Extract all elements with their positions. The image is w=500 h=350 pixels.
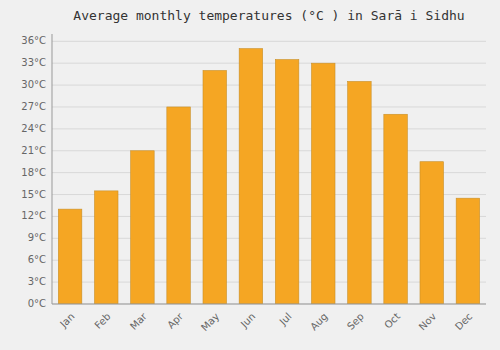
y-axis: 0°C 3°C 6°C 9°C 12°C 15°C 18°C 21°C 24°C 27°C 30°C… — [21, 34, 52, 309]
y-tick-label: 15°C — [21, 189, 46, 200]
y-tick-label: 21°C — [21, 145, 46, 156]
bars — [58, 49, 479, 304]
x-tick-label: Jul — [277, 311, 294, 328]
x-tick-label: Nov — [417, 311, 439, 333]
y-tick-label: 6°C — [28, 254, 46, 265]
bar — [167, 107, 191, 304]
x-tick-label: May — [199, 311, 221, 333]
x-tick-label: Dec — [453, 311, 474, 332]
bar — [384, 114, 408, 304]
y-axis-line — [52, 34, 53, 304]
grid-line — [52, 304, 486, 305]
bar — [239, 49, 263, 304]
y-tick-label: 18°C — [21, 167, 46, 178]
x-tick-label: Mar — [128, 310, 150, 332]
x-tick-label: Aug — [308, 311, 330, 333]
grid-line — [52, 128, 486, 129]
grid-line — [52, 63, 486, 64]
x-tick-label: Oct — [382, 311, 402, 331]
title: Average monthly temperatures (°C ) in Sa… — [73, 8, 464, 23]
y-tick-label: 30°C — [21, 79, 46, 90]
bar — [203, 70, 227, 304]
bar — [275, 60, 299, 304]
x-tick-label: Sep — [345, 311, 366, 332]
x-tick-label: Apr — [165, 310, 186, 331]
grid — [52, 41, 486, 304]
x-tick-label: Jan — [57, 311, 76, 330]
y-tick-label: 12°C — [21, 210, 46, 221]
bar — [348, 81, 372, 304]
bar — [311, 63, 335, 304]
bar — [420, 162, 444, 304]
grid-line — [52, 85, 486, 86]
y-tick-label: 24°C — [21, 123, 46, 134]
y-tick-label: 33°C — [21, 57, 46, 68]
y-tick-label: 9°C — [28, 232, 46, 243]
x-axis: Jan Feb Mar Apr May Jun Jul Aug Sep Oct Nov Dec — [52, 304, 486, 333]
chart-container: Average monthly temperatures (°C ) in Sa… — [0, 0, 500, 350]
y-tick-label: 27°C — [21, 101, 46, 112]
y-tick-label: 0°C — [28, 298, 46, 309]
grid-line — [52, 106, 486, 107]
bar — [131, 151, 155, 304]
y-tick-label: 3°C — [28, 276, 46, 287]
x-tick-label: Jun — [238, 311, 258, 331]
bar — [94, 191, 118, 304]
y-tick-label: 36°C — [21, 35, 46, 46]
bar — [456, 198, 480, 304]
x-axis-line — [52, 304, 486, 305]
bar — [58, 209, 82, 304]
chart-svg: Average monthly temperatures (°C ) in Sa… — [0, 0, 500, 350]
x-tick-label: Feb — [92, 311, 112, 331]
grid-line — [52, 150, 486, 151]
grid-line — [52, 41, 486, 42]
